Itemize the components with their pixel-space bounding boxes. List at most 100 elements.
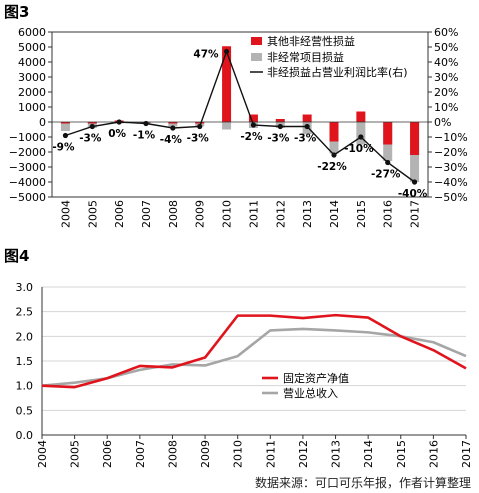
x-tick-label: 2009 xyxy=(194,200,207,228)
series-line-red xyxy=(41,313,467,389)
ratio-point xyxy=(411,179,418,185)
right-axis-tick-label: −20% xyxy=(434,146,468,159)
x-tick-label: 2016 xyxy=(427,440,440,468)
x-tick-label: 2012 xyxy=(274,200,287,228)
left-axis-tick-label: −3000 xyxy=(9,161,46,174)
bar-red-2015 xyxy=(356,111,366,122)
ratio-data-label: -3% xyxy=(79,133,102,145)
ratio-data-label: -3% xyxy=(187,133,210,145)
x-tick-label: 2007 xyxy=(134,440,147,468)
ratio-point xyxy=(358,134,364,140)
ratio-point xyxy=(170,125,176,131)
right-axis-tick-label: 60% xyxy=(434,26,458,39)
ratio-point xyxy=(223,48,230,55)
legend-label: 非经常项目损益 xyxy=(267,50,344,64)
bar-grey-2008 xyxy=(168,122,178,127)
ratio-point xyxy=(62,132,69,139)
ratio-data-label: -4% xyxy=(160,134,183,146)
legend-swatch-red xyxy=(251,37,262,45)
figure-3-label-bg xyxy=(4,3,42,19)
right-axis-tick-label: 0% xyxy=(434,116,451,129)
legend-label: 其他非经营性损益 xyxy=(267,34,355,48)
x-tick-label: 2011 xyxy=(247,200,260,228)
left-axis-tick-label: 6000 xyxy=(18,26,46,39)
y-tick-label: 0.5 xyxy=(16,404,34,417)
ratio-point xyxy=(116,119,122,125)
bar-grey-2010 xyxy=(222,122,232,130)
x-tick-label: 2006 xyxy=(101,440,114,468)
bar-grey-2015 xyxy=(356,122,366,145)
plot-frame xyxy=(51,31,429,198)
x-tick-label: 2005 xyxy=(86,200,99,228)
x-tick-label: 2015 xyxy=(395,440,408,468)
bar-red-2011 xyxy=(248,114,258,122)
ratio-data-label: -40% xyxy=(398,188,428,200)
bar-red-2009 xyxy=(195,122,205,124)
x-tick-label: 2008 xyxy=(167,200,180,228)
ratio-point xyxy=(304,123,310,130)
x-tick-label: 2016 xyxy=(382,200,395,228)
x-tick-label: 2004 xyxy=(36,440,49,468)
legend-label: 固定资产净值 xyxy=(283,371,349,385)
ratio-point xyxy=(197,123,203,130)
figure-3-label: 图3 xyxy=(4,3,29,21)
ratio-point xyxy=(277,123,283,130)
ratio-data-label: 47% xyxy=(193,49,219,61)
x-tick-label: 2013 xyxy=(330,440,343,468)
right-axis-tick-label: 50% xyxy=(434,41,458,54)
ratio-data-label: -3% xyxy=(267,133,290,145)
ratio-line xyxy=(65,49,415,183)
ratio-data-label: -27% xyxy=(371,169,401,181)
x-tick-label: 2017 xyxy=(460,440,473,468)
right-axis-tick-label: 20% xyxy=(434,86,458,99)
bar-red-2008 xyxy=(168,122,178,124)
x-tick-label: 2017 xyxy=(409,200,422,228)
right-axis-tick-label: −50% xyxy=(434,191,468,204)
x-tick-label: 2006 xyxy=(113,200,126,228)
ratio-data-label: -9% xyxy=(52,142,75,154)
bar-red-2014 xyxy=(329,122,339,142)
ratio-point xyxy=(331,152,337,158)
ratio-point xyxy=(385,159,391,166)
x-tick-label: 2013 xyxy=(301,200,314,228)
right-axis-tick-label: 30% xyxy=(434,71,458,84)
legend-label: 非经损益占营业利润比率(右) xyxy=(267,65,408,79)
y-tick-label: 0.0 xyxy=(16,429,34,442)
ratio-data-label: -3% xyxy=(294,133,317,145)
y-tick-label: 1.5 xyxy=(16,355,34,368)
right-axis-tick-label: −30% xyxy=(434,161,468,174)
right-axis-tick-label: −40% xyxy=(434,176,468,189)
x-tick-label: 2010 xyxy=(232,440,245,468)
x-tick-label: 2011 xyxy=(264,440,277,468)
x-tick-label: 2004 xyxy=(59,200,72,228)
left-axis-tick-label: −1000 xyxy=(9,131,46,144)
source-note: 数据来源：可口可乐年报，作者计算整理 xyxy=(254,476,471,490)
bar-red-2016 xyxy=(383,122,393,145)
ratio-data-label: 0% xyxy=(108,128,126,140)
ratio-point xyxy=(250,122,257,128)
ratio-data-label: -2% xyxy=(240,131,263,143)
x-tick-label: 2014 xyxy=(362,440,375,468)
x-tick-label: 2008 xyxy=(166,440,179,468)
x-tick-label: 2010 xyxy=(221,200,234,228)
left-axis-tick-label: −5000 xyxy=(9,191,46,204)
ratio-data-label: -1% xyxy=(133,130,156,142)
x-tick-label: 2012 xyxy=(297,440,310,468)
y-tick-label: 2.5 xyxy=(16,306,34,319)
right-axis-tick-label: −10% xyxy=(434,131,468,144)
x-tick-label: 2005 xyxy=(69,440,82,468)
left-axis-tick-label: −2000 xyxy=(9,146,46,159)
left-axis-tick-label: 4000 xyxy=(18,56,46,69)
x-tick-label: 2009 xyxy=(199,440,212,468)
right-axis-tick-label: 40% xyxy=(434,56,458,69)
bar-red-2012 xyxy=(275,119,285,122)
ratio-point xyxy=(89,123,95,130)
bar-red-2017 xyxy=(410,122,420,155)
y-tick-label: 1.0 xyxy=(16,380,34,393)
x-tick-label: 2014 xyxy=(328,200,341,228)
left-axis-tick-label: −4000 xyxy=(9,176,46,189)
bar-red-2005 xyxy=(87,122,97,124)
